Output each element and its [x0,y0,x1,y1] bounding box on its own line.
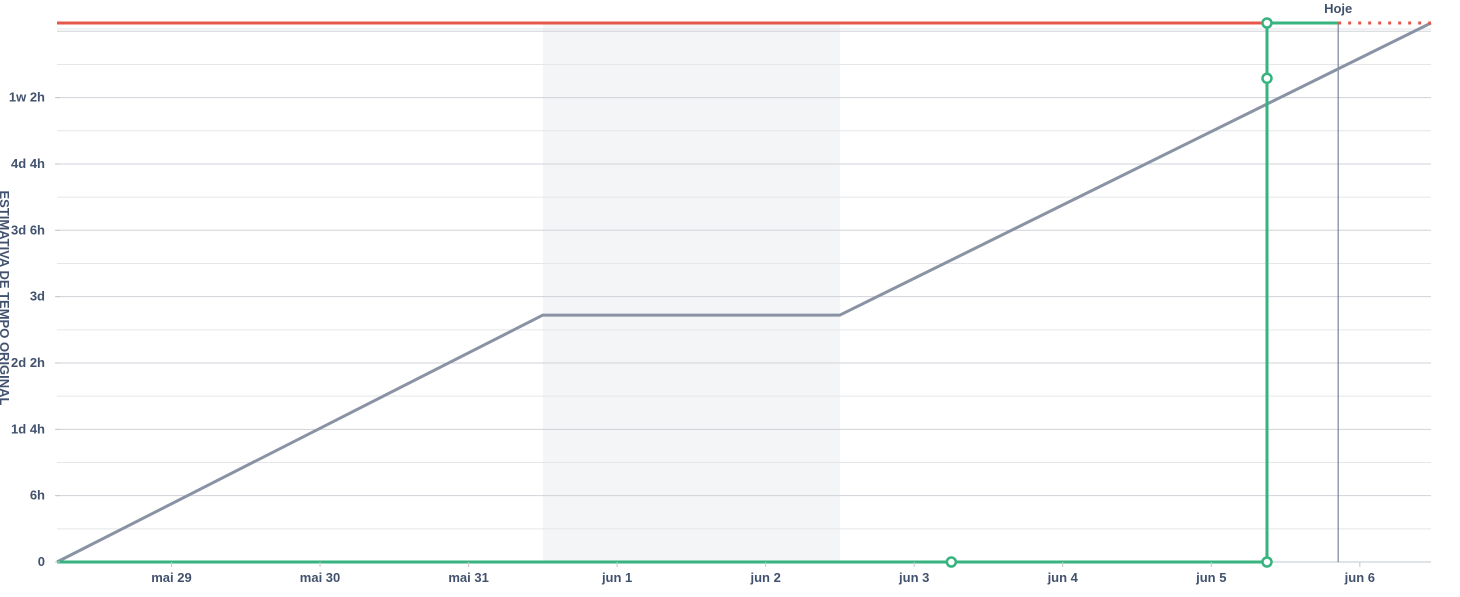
series-marker[interactable] [1261,17,1273,29]
non-working-band [542,23,840,562]
y-tick-label: 1d 4h [11,421,45,436]
y-tick-label: 4d 4h [11,156,45,171]
x-tick-label: mai 29 [151,570,191,585]
series-line-1 [56,21,1432,564]
series-marker[interactable] [945,556,958,568]
x-tick-label: jun 4 [1047,570,1079,585]
today-label: Hoje [1324,1,1352,16]
y-tick-label: 2d 2h [11,355,45,370]
x-tick-label: jun 3 [898,570,929,585]
y-tick-label: 6h [30,488,45,503]
y-axis: 0 6h 1d 4h 2d 2h 3d 3d 6h 4d 4h 1w 2h [9,90,60,569]
y-tick-label: 0 [38,554,45,569]
y-tick-label: 1w 2h [9,90,45,105]
x-tick-label: mai 31 [448,570,488,585]
x-tick-label: jun 6 [1344,570,1375,585]
series-line-2 [57,21,1339,564]
y-axis-title: ESTIMATIVA DE TEMPO ORIGINAL [0,191,12,406]
series-marker[interactable] [1261,556,1273,568]
x-axis: mai 29 mai 30 mai 31 jun 1 jun 2 jun 3 jun 4 ju… [151,562,1375,585]
grid-lines [57,28,1431,563]
x-tick-label: mai 30 [300,570,340,585]
x-tick-label: jun 5 [1195,570,1226,585]
today-marker: Hoje [1324,1,1352,562]
series-marker[interactable] [1261,72,1273,85]
y-tick-label: 3d 6h [11,222,45,237]
x-tick-label: jun 2 [749,570,780,585]
y-tick-label: 3d [30,289,45,304]
x-tick-label: jun 1 [601,570,632,585]
series-lines [56,17,1432,568]
